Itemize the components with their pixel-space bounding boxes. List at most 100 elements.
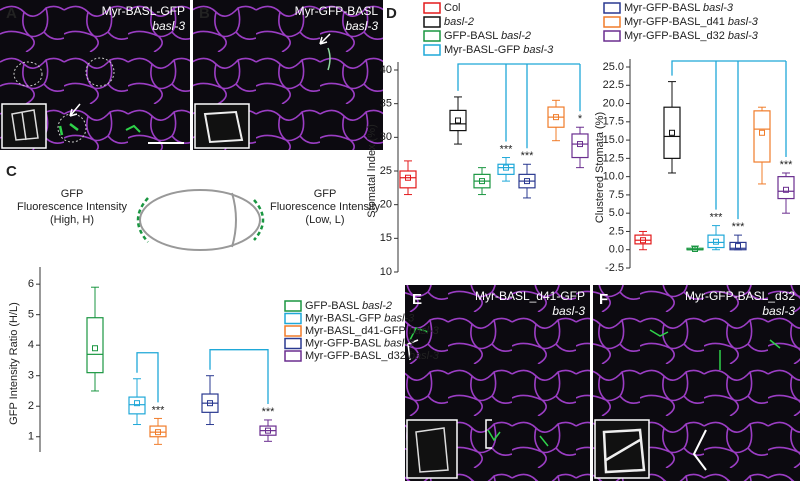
mean bbox=[524, 178, 530, 185]
legend-swatch bbox=[284, 312, 302, 325]
micrograph-a bbox=[0, 0, 190, 150]
mean bbox=[735, 243, 741, 250]
schematic bbox=[136, 189, 265, 251]
mean bbox=[134, 400, 140, 407]
y-axis-label: Clustered Stomata (%) bbox=[594, 112, 606, 223]
y-tick-label: 25.0 bbox=[603, 61, 624, 73]
y-tick-label: 20 bbox=[380, 199, 392, 211]
image-genotype: basl-3 bbox=[152, 19, 185, 33]
mean bbox=[577, 141, 583, 148]
y-tick-label: 15.0 bbox=[603, 134, 624, 146]
mean bbox=[669, 129, 675, 136]
y-tick-label: 35 bbox=[380, 98, 392, 110]
box bbox=[729, 241, 747, 251]
box bbox=[663, 106, 681, 159]
mean bbox=[553, 114, 559, 121]
legend-swatch bbox=[284, 350, 302, 362]
image-title: Myr-GFP-BASL bbox=[295, 4, 379, 18]
significance: *** bbox=[710, 212, 724, 224]
image-genotype: basl-3 bbox=[345, 19, 378, 33]
image-genotype: basl-3 bbox=[552, 304, 585, 318]
panel-label: E bbox=[412, 291, 422, 308]
mean bbox=[265, 427, 271, 434]
y-tick-label: 0.0 bbox=[609, 244, 624, 256]
mean bbox=[405, 174, 411, 181]
significance: *** bbox=[500, 143, 514, 155]
legend-label: Myr-GFP-BASL basl-3 bbox=[624, 2, 734, 14]
image-title: Myr-GFP-BASL_d32 bbox=[685, 289, 795, 303]
y-tick-label: 17.5 bbox=[603, 116, 624, 128]
legend-swatch bbox=[284, 337, 302, 350]
schematic-label: GFP bbox=[314, 188, 337, 200]
micrograph-f bbox=[593, 285, 800, 481]
legend-swatch bbox=[423, 44, 441, 56]
comparison-bracket bbox=[136, 352, 159, 403]
legend-label: GFP-BASL basl-2 bbox=[305, 300, 392, 312]
box bbox=[86, 317, 104, 374]
y-tick-label: 5 bbox=[28, 309, 34, 321]
legend-swatch bbox=[603, 30, 621, 42]
y-tick-label: 22.5 bbox=[603, 79, 624, 91]
legend-label: Myr-GFP-BASL_d32 basl-3 bbox=[305, 350, 440, 362]
comparison-bracket bbox=[209, 349, 269, 404]
significance: *** bbox=[732, 221, 746, 233]
legend-label: Myr-BASL_d41-GFP basl-3 bbox=[305, 325, 440, 337]
legend-swatch bbox=[603, 16, 621, 28]
y-tick-label: 1 bbox=[28, 431, 34, 443]
mean bbox=[692, 245, 698, 252]
significance: *** bbox=[521, 150, 535, 162]
schematic-label: Fluorescence Intensity bbox=[270, 201, 381, 213]
y-axis-label: GFP Intensity Ratio (H/L) bbox=[8, 302, 20, 425]
micrograph-b bbox=[193, 0, 383, 150]
box bbox=[149, 425, 167, 438]
y-tick-label: 30 bbox=[380, 131, 392, 143]
box bbox=[449, 109, 467, 132]
y-tick-label: 5.0 bbox=[609, 207, 624, 219]
comparison-bracket bbox=[671, 60, 786, 76]
significance: *** bbox=[262, 406, 276, 418]
mean bbox=[207, 400, 213, 407]
significance: *** bbox=[780, 159, 794, 171]
legend-swatch bbox=[284, 300, 302, 312]
box bbox=[497, 163, 515, 175]
legend-swatch bbox=[603, 2, 621, 14]
panel-label: C bbox=[6, 163, 17, 180]
image-title: Myr-BASL_d41-GFP bbox=[475, 289, 585, 303]
y-tick-label: 2.5 bbox=[609, 225, 624, 237]
mean bbox=[455, 117, 461, 124]
y-tick-label: 6 bbox=[28, 278, 34, 290]
legend-label: Myr-GFP-BASL_d32 basl-3 bbox=[624, 30, 759, 42]
mean bbox=[155, 429, 161, 436]
box bbox=[571, 133, 589, 159]
y-tick-label: 25 bbox=[380, 165, 392, 177]
legend-label: Myr-GFP-BASL_d41 basl-3 bbox=[624, 16, 759, 28]
y-tick-label: 10 bbox=[380, 266, 392, 278]
legend-swatch bbox=[423, 16, 441, 28]
panel-label: D bbox=[386, 5, 397, 22]
comparison-bracket bbox=[457, 63, 580, 91]
significance: *** bbox=[152, 404, 166, 416]
legend-label: Myr-BASL-GFP basl-3 bbox=[305, 312, 415, 324]
mean bbox=[503, 164, 509, 171]
box bbox=[634, 234, 652, 245]
mean bbox=[640, 237, 646, 244]
mean bbox=[479, 178, 485, 185]
mean bbox=[759, 129, 765, 136]
legend-label: basl-2 bbox=[444, 16, 474, 28]
y-axis-label: Stomatal Index (%) bbox=[366, 124, 378, 218]
image-title: Myr-BASL-GFP bbox=[102, 4, 185, 18]
legend-label: Col bbox=[444, 2, 461, 14]
schematic-label: Fluorescence Intensity bbox=[17, 201, 128, 213]
y-tick-label: 10.0 bbox=[603, 171, 624, 183]
legend-swatch bbox=[423, 2, 441, 14]
y-tick-label: 7.5 bbox=[609, 189, 624, 201]
significance: * bbox=[578, 113, 583, 125]
y-tick-label: 15 bbox=[380, 232, 392, 244]
schematic-label: GFP bbox=[61, 188, 84, 200]
panel-label: F bbox=[599, 291, 608, 308]
legend-swatch bbox=[284, 325, 302, 337]
legend-label: GFP-BASL basl-2 bbox=[444, 30, 531, 42]
legend-swatch bbox=[423, 30, 441, 42]
box bbox=[707, 234, 725, 249]
